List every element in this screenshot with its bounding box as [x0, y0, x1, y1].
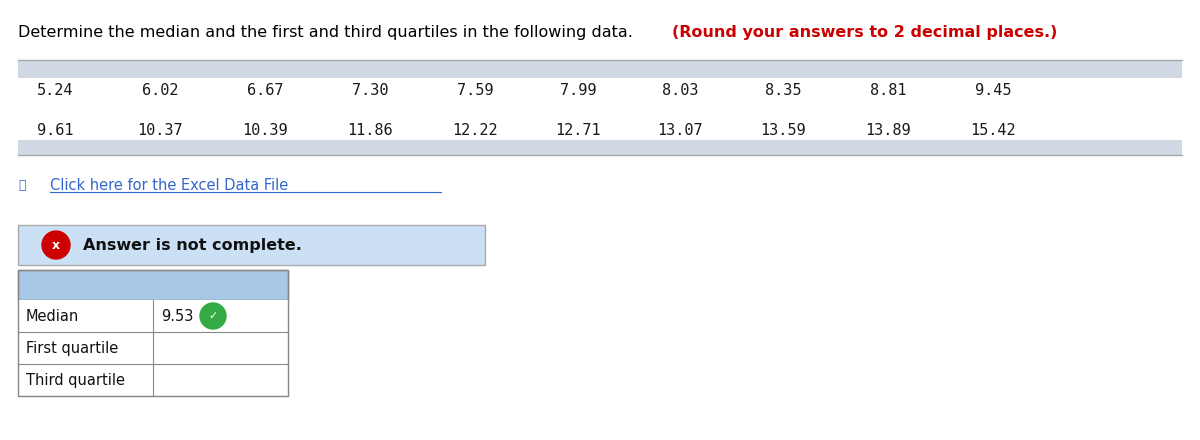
Text: First quartile: First quartile — [26, 341, 119, 356]
FancyBboxPatch shape — [18, 140, 1182, 155]
FancyBboxPatch shape — [18, 300, 288, 332]
Text: ✓: ✓ — [209, 311, 217, 321]
FancyBboxPatch shape — [18, 364, 288, 396]
FancyBboxPatch shape — [18, 78, 1182, 140]
FancyBboxPatch shape — [18, 270, 288, 300]
Text: 13.59: 13.59 — [760, 122, 806, 137]
Text: 10.39: 10.39 — [242, 122, 288, 137]
Text: 8.35: 8.35 — [764, 83, 802, 98]
Text: Answer is not complete.: Answer is not complete. — [83, 238, 302, 253]
FancyBboxPatch shape — [18, 225, 485, 265]
Text: 12.71: 12.71 — [556, 122, 601, 137]
Text: 📄: 📄 — [18, 179, 25, 191]
Text: Median: Median — [26, 308, 79, 323]
Text: 7.59: 7.59 — [457, 83, 493, 98]
Circle shape — [42, 231, 70, 259]
Text: 11.86: 11.86 — [347, 122, 392, 137]
Text: 13.07: 13.07 — [658, 122, 703, 137]
Text: (Round your answers to 2 decimal places.): (Round your answers to 2 decimal places.… — [672, 25, 1057, 40]
Text: 9.61: 9.61 — [37, 122, 73, 137]
Text: 9.45: 9.45 — [974, 83, 1012, 98]
FancyBboxPatch shape — [18, 60, 1182, 78]
Text: 6.02: 6.02 — [142, 83, 179, 98]
Text: 9.53: 9.53 — [161, 308, 193, 323]
Text: Third quartile: Third quartile — [26, 373, 125, 388]
FancyBboxPatch shape — [18, 332, 288, 364]
Text: 5.24: 5.24 — [37, 83, 73, 98]
Text: 8.03: 8.03 — [661, 83, 698, 98]
Text: 8.81: 8.81 — [870, 83, 906, 98]
Text: x: x — [52, 238, 60, 252]
Text: Determine the median and the first and third quartiles in the following data.: Determine the median and the first and t… — [18, 25, 638, 40]
Text: 13.89: 13.89 — [865, 122, 911, 137]
Text: 6.67: 6.67 — [247, 83, 283, 98]
Circle shape — [200, 303, 226, 329]
Text: 10.37: 10.37 — [137, 122, 182, 137]
Text: Click here for the Excel Data File: Click here for the Excel Data File — [50, 177, 288, 193]
Text: 15.42: 15.42 — [970, 122, 1016, 137]
Text: 7.30: 7.30 — [352, 83, 389, 98]
Text: 7.99: 7.99 — [559, 83, 596, 98]
Text: 12.22: 12.22 — [452, 122, 498, 137]
